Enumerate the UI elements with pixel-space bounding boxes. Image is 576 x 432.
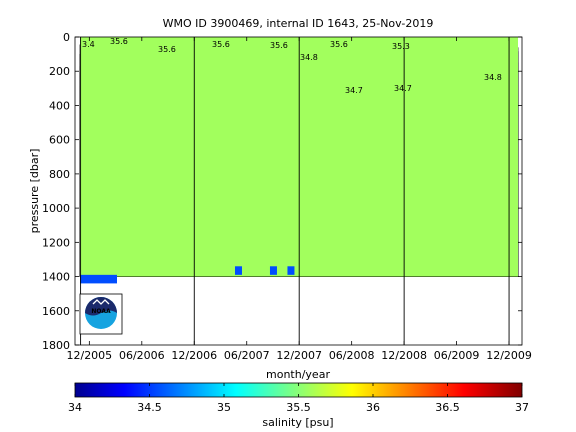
contour-label: 35.6	[330, 40, 348, 49]
y-tick-label: 1600	[42, 305, 70, 318]
colorbar-tick-label: 35	[217, 401, 231, 414]
contour-label: 35.6	[270, 41, 288, 50]
colorbar-label: salinity [psu]	[262, 416, 333, 429]
contour-label: 34.8	[484, 73, 502, 82]
x-tick-label: 12/2009	[486, 349, 532, 362]
colorbar-tick-label: 35.5	[286, 401, 311, 414]
contour-label: 35.6	[158, 45, 176, 54]
colorbar-tick-label: 36.5	[435, 401, 460, 414]
x-tick-label: 06/2007	[224, 349, 270, 362]
y-tick-label: 1000	[42, 202, 70, 215]
y-tick-label: 1200	[42, 236, 70, 249]
colorbar-tick-label: 36	[366, 401, 380, 414]
contour-label: 34.8	[300, 53, 318, 62]
y-tick-label: 1800	[42, 339, 70, 352]
y-tick-label: 1400	[42, 271, 70, 284]
noaa-logo: NOAA	[79, 293, 123, 335]
colorbar-tick-label: 34.5	[137, 401, 162, 414]
plot-frame	[74, 36, 523, 346]
y-tick-label: 400	[49, 99, 70, 112]
deep-profile-segment	[80, 274, 117, 284]
depth-spike	[234, 266, 242, 275]
colorbar-tick-label: 37	[515, 401, 529, 414]
x-tick-label: 12/2008	[381, 349, 427, 362]
depth-spike	[287, 266, 295, 275]
contour-label: 35.3	[392, 42, 410, 51]
x-tick-label: 06/2008	[329, 349, 375, 362]
contour-label: 3.4	[82, 40, 95, 49]
depth-spike	[269, 266, 277, 275]
y-tick-label: 800	[49, 168, 70, 181]
x-tick-label: 12/2007	[276, 349, 322, 362]
colorbar-ticks: 34 34.5 35 35.5 36 36.5 37	[68, 383, 529, 414]
y-tick-label: 600	[49, 134, 70, 147]
x-tick-label: 06/2006	[119, 349, 165, 362]
colorbar: 34 34.5 35 35.5 36 36.5 37 salinity [psu]	[68, 382, 529, 429]
contour-label: 34.7	[345, 86, 363, 95]
y-axis: 0 200 400 600 800 1000 1200 1400 1600 1800	[42, 31, 522, 352]
contour-label: 35.6	[110, 37, 128, 46]
y-axis-label: pressure [dbar]	[28, 149, 41, 234]
x-tick-label: 06/2009	[434, 349, 480, 362]
chart-title: WMO ID 3900469, internal ID 1643, 25-Nov…	[163, 17, 434, 30]
y-tick-label: 0	[63, 31, 70, 44]
colorbar-tick-label: 34	[68, 401, 82, 414]
contour-label: 34.7	[394, 84, 412, 93]
x-tick-label: 12/2005	[66, 349, 112, 362]
y-tick-label: 200	[49, 65, 70, 78]
contour-label: 35.6	[212, 40, 230, 49]
salinity-field: 3.4 35.6 35.6 35.6 35.6 35.6 35.3 34.8 34.7 34.7 3…	[79, 37, 519, 345]
x-axis: 12/2005 06/2006 12/2006 06/2007 12/2007 06/20…	[66, 37, 532, 362]
x-tick-label: 12/2006	[171, 349, 217, 362]
logo-text: NOAA	[91, 308, 111, 315]
x-axis-label: month/year	[266, 368, 330, 381]
